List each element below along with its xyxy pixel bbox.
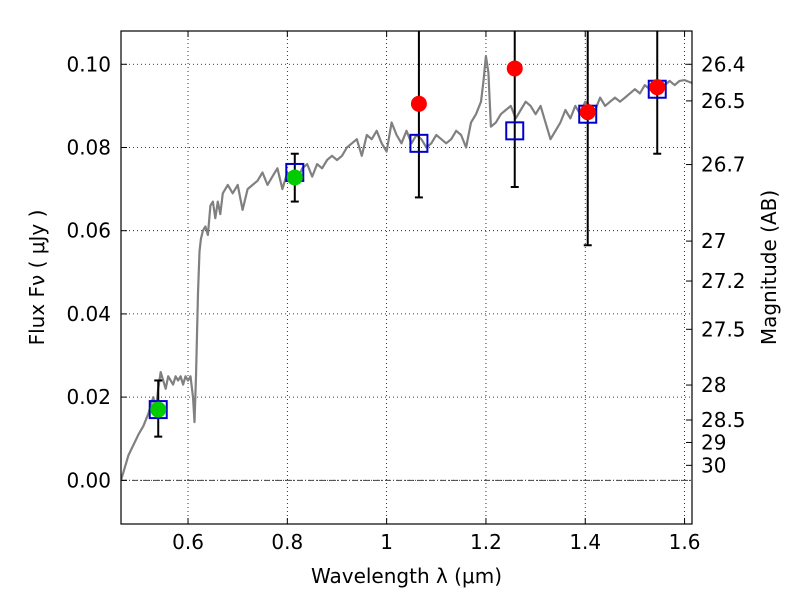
detection-point: [150, 401, 167, 418]
y-tick-label: 0.10: [66, 52, 111, 76]
mag-tick-label: 26.5: [701, 89, 746, 113]
y-tick-label: 0.00: [66, 468, 111, 492]
axis-ticks: 0.6 0.8 1 1.2 1.4 1.6 0.00 0.02 0.04 0.06 0.08 0.10…: [66, 31, 746, 554]
x-tick-label: 1.6: [669, 530, 701, 554]
mag-tick-label: 30: [701, 453, 726, 477]
measurement-point: [410, 95, 427, 112]
plot-area: [121, 31, 692, 481]
model-photometry-square: [505, 121, 525, 141]
mag-tick-label: 27.5: [701, 317, 746, 341]
model-photometry-square: [409, 133, 429, 153]
y-tick-label: 0.02: [66, 385, 111, 409]
mag-tick-label: 28: [701, 373, 726, 397]
y-axis-right-label: Magnitude (AB): [757, 190, 781, 345]
mag-tick-label: 27: [701, 229, 726, 253]
x-tick-label: 0.8: [271, 530, 303, 554]
mag-tick-label: 28.5: [701, 408, 746, 432]
y-tick-label: 0.04: [66, 302, 111, 326]
mag-tick-label: 26.4: [701, 52, 746, 76]
y-tick-label: 0.06: [66, 219, 111, 243]
x-tick-label: 1: [380, 530, 393, 554]
model-photometry-square: [148, 400, 168, 420]
x-tick-label: 1.4: [569, 530, 601, 554]
measurement-point: [506, 60, 523, 77]
measurement-point: [649, 79, 666, 96]
y-tick-label: 0.08: [66, 135, 111, 159]
mag-tick-label: 26.7: [701, 153, 746, 177]
detection-point: [286, 169, 303, 186]
mag-tick-label: 29: [701, 430, 726, 454]
y-axis-label: Flux Fν ( μJy ): [25, 210, 49, 346]
x-axis-label: Wavelength λ (μm): [311, 564, 502, 588]
mag-tick-label: 27.2: [701, 269, 746, 293]
plot-frame: [120, 30, 693, 525]
x-tick-label: 1.2: [470, 530, 502, 554]
measurement-point: [579, 104, 596, 121]
x-tick-label: 0.6: [172, 530, 204, 554]
